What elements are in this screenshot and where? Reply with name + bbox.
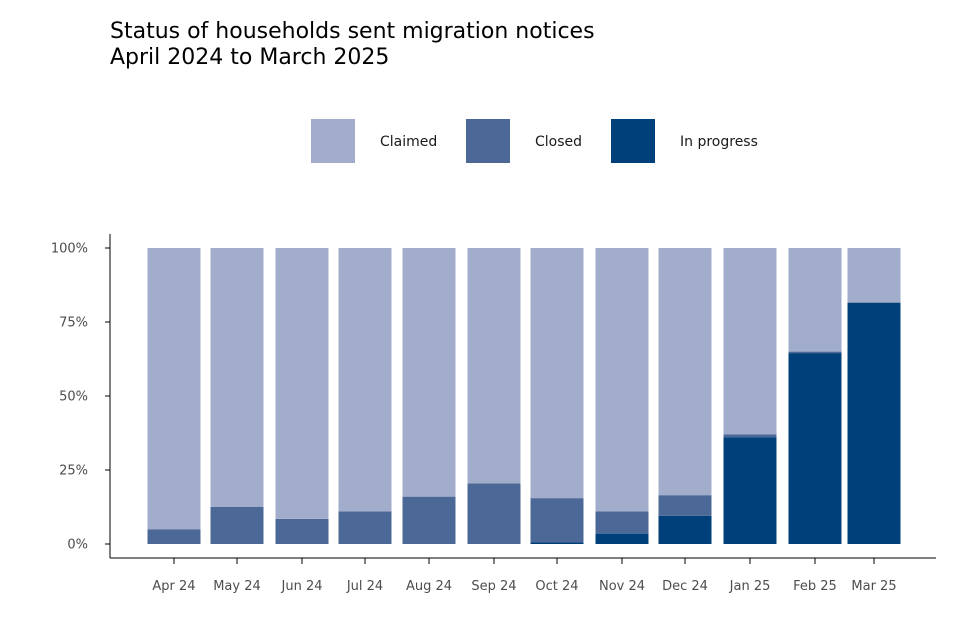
bar-claimed: [210, 248, 264, 507]
bar-in-progress: [530, 542, 584, 544]
bar-in-progress: [788, 353, 842, 544]
x-tick-label: Apr 24: [152, 579, 195, 594]
y-tick-label: 50%: [59, 390, 88, 405]
bar-closed: [530, 498, 584, 543]
x-tick-label: Dec 24: [662, 579, 708, 594]
bar-closed: [847, 302, 901, 303]
chart-title: Status of households sent migration noti…: [110, 19, 595, 44]
x-tick-label: Jul 24: [346, 579, 383, 594]
bar-in-progress: [658, 515, 712, 544]
bar-claimed: [723, 248, 777, 435]
bar-claimed: [658, 248, 712, 496]
bar-claimed: [338, 248, 392, 512]
y-tick-label: 25%: [59, 464, 88, 479]
bar-claimed: [788, 248, 842, 352]
x-tick-label: Jan 25: [729, 579, 771, 594]
bar-claimed: [530, 248, 584, 499]
legend-label-in-progress: In progress: [680, 134, 758, 150]
legend-swatch-claimed: [311, 119, 355, 163]
x-tick-label: Aug 24: [406, 579, 452, 594]
bar-closed: [467, 483, 521, 544]
y-tick-label: 0%: [67, 538, 88, 553]
x-tick-label: May 24: [213, 579, 261, 594]
bar-closed: [788, 351, 842, 354]
bar-closed: [338, 511, 392, 544]
y-tick-label: 100%: [51, 242, 88, 257]
bar-claimed: [467, 248, 521, 484]
bar-closed: [595, 511, 649, 534]
chart-subtitle: April 2024 to March 2025: [110, 45, 390, 70]
bar-closed: [402, 496, 456, 544]
legend-label-claimed: Claimed: [380, 134, 437, 150]
y-tick-label: 75%: [59, 316, 88, 331]
x-tick-label: Nov 24: [599, 579, 645, 594]
bar-in-progress: [723, 437, 777, 544]
bar-closed: [275, 518, 329, 544]
bar-claimed: [847, 248, 901, 303]
bar-claimed: [402, 248, 456, 497]
bar-claimed: [147, 248, 201, 530]
x-tick-label: Oct 24: [535, 579, 578, 594]
chart-title-block: Status of households sent migration noti…: [110, 19, 595, 71]
bar-closed: [723, 434, 777, 438]
bar-in-progress: [847, 302, 901, 544]
bar-closed: [147, 529, 201, 544]
bar-closed: [658, 495, 712, 516]
legend-label-closed: Closed: [535, 134, 582, 150]
legend-swatch-closed: [466, 119, 510, 163]
x-tick-label: Jun 24: [281, 579, 323, 594]
bar-claimed: [275, 248, 329, 519]
legend-swatch-in-progress: [611, 119, 655, 163]
bar-claimed: [595, 248, 649, 512]
bar-closed: [210, 507, 264, 544]
bar-in-progress: [595, 533, 649, 544]
x-tick-label: Sep 24: [471, 579, 516, 594]
x-tick-label: Mar 25: [851, 579, 896, 594]
x-tick-label: Feb 25: [793, 579, 837, 594]
